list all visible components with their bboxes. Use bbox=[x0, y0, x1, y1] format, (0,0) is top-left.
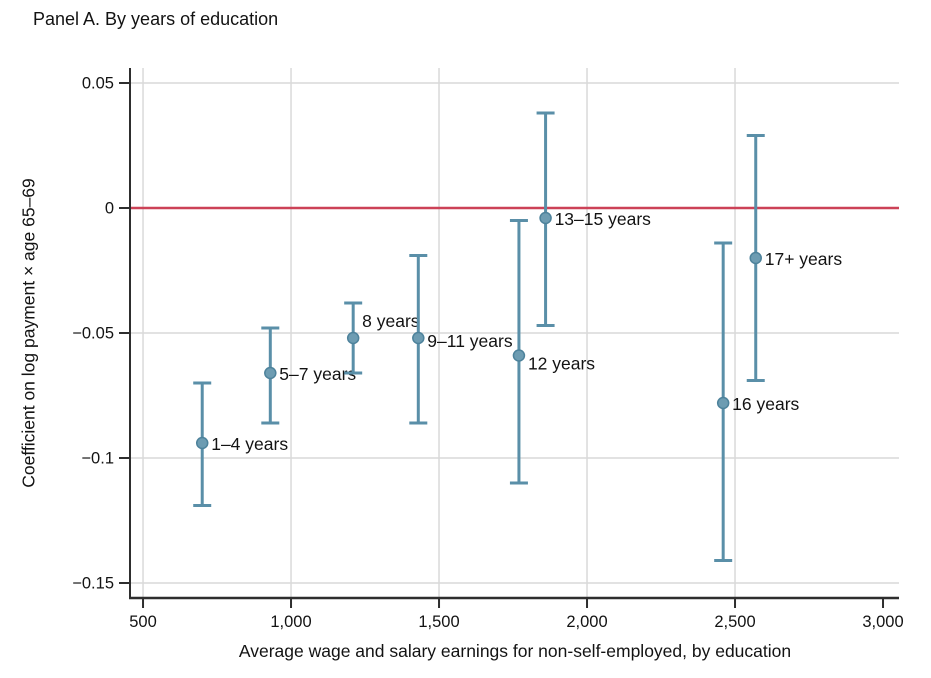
x-tick-label: 500 bbox=[129, 613, 157, 631]
data-point-label: 5–7 years bbox=[279, 364, 356, 384]
x-tick-label: 1,500 bbox=[418, 613, 459, 631]
x-tick-label: 2,000 bbox=[566, 613, 607, 631]
data-point-marker bbox=[346, 331, 360, 345]
y-tick-label: 0.05 bbox=[82, 75, 114, 93]
y-tick-label: −0.15 bbox=[72, 575, 114, 593]
data-point-marker bbox=[749, 251, 762, 265]
y-tick-label: −0.05 bbox=[72, 325, 114, 343]
data-point-label: 9–11 years bbox=[427, 331, 513, 351]
chart-title: Panel A. By years of education bbox=[33, 9, 279, 29]
data-point-marker bbox=[264, 366, 277, 380]
data-point-label: 8 years bbox=[362, 311, 420, 331]
data-point-marker bbox=[539, 211, 552, 225]
data-point-marker bbox=[512, 349, 526, 362]
data-point-label: 1–4 years bbox=[211, 434, 288, 454]
data-point-marker bbox=[412, 331, 425, 345]
x-axis-title: Average wage and salary earnings for non… bbox=[238, 641, 792, 661]
data-point-label: 17+ years bbox=[765, 249, 843, 269]
y-tick-label: −0.1 bbox=[81, 450, 114, 468]
data-point-marker bbox=[716, 396, 730, 410]
x-tick-label: 1,000 bbox=[270, 613, 311, 631]
y-tick-label: 0 bbox=[105, 200, 114, 218]
x-tick-label: 3,000 bbox=[862, 613, 903, 631]
data-point-label: 12 years bbox=[528, 354, 595, 374]
data-point-label: 13–15 years bbox=[555, 209, 652, 229]
data-point-marker bbox=[195, 436, 209, 450]
data-point-label: 16 years bbox=[732, 394, 799, 414]
x-tick-label: 2,500 bbox=[714, 613, 755, 631]
